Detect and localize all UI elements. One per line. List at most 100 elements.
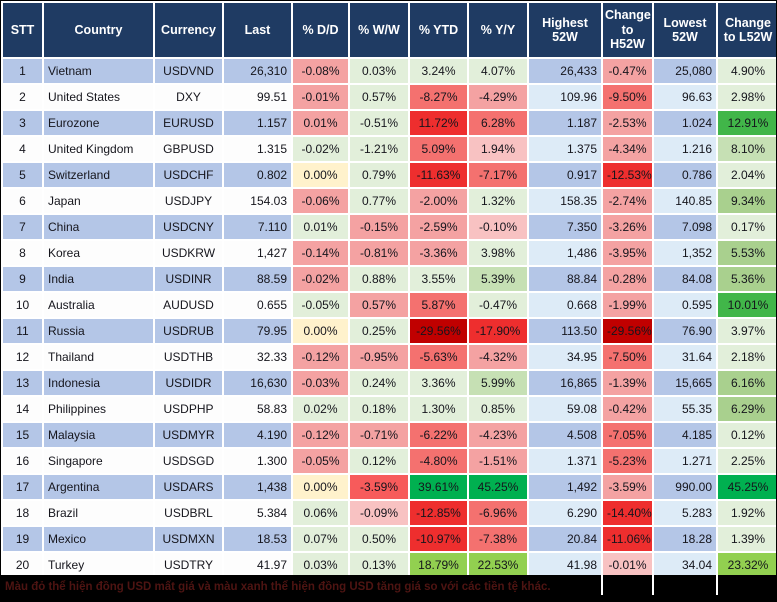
cell-ytd: 11.72% [408, 109, 469, 137]
cell-l52c: 6.16% [716, 369, 776, 397]
cell-country: Malaysia [42, 421, 155, 449]
col-header-last: Last [222, 1, 293, 59]
cell-currency: USDINR [153, 265, 224, 293]
cell-currency: AUDUSD [153, 291, 224, 319]
cell-l52: 18.28 [652, 525, 718, 553]
cell-h52: 0.668 [527, 291, 603, 319]
cell-l52: 140.85 [652, 187, 718, 215]
cell-l52c: 45.25% [716, 473, 776, 501]
cell-ww: -0.71% [348, 421, 410, 449]
cell-currency: USDBRL [153, 499, 224, 527]
cell-stt: 14 [1, 395, 44, 423]
cell-stt: 7 [1, 213, 44, 241]
cell-l52c: 8.10% [716, 135, 776, 163]
cell-yy: 45.25% [467, 473, 529, 501]
fx-row-usdsgd: 16 Singapore USDSGD 1.300 -0.05% 0.12% -4.80% -… [1, 447, 776, 475]
cell-dd: -0.03% [291, 369, 350, 397]
cell-dd: 0.01% [291, 109, 350, 137]
cell-stt: 13 [1, 369, 44, 397]
cell-h52c: -7.50% [601, 343, 654, 371]
cell-dd: 0.07% [291, 525, 350, 553]
cell-h52c: -3.95% [601, 239, 654, 267]
fx-row-usdbrl: 18 Brazil USDBRL 5.384 0.06% -0.09% -12.85% -6.… [1, 499, 776, 527]
footer-column-separator [652, 575, 654, 595]
cell-country: India [42, 265, 155, 293]
fx-row-audusd: 10 Australia AUDUSD 0.655 -0.05% 0.57% 5.87% -0… [1, 291, 776, 319]
fx-table-header: STT Country Currency Last% D/D% W/W% YTD% Y… [1, 1, 776, 59]
cell-last: 154.03 [222, 187, 293, 215]
col-header-ww: % W/W [348, 1, 410, 59]
cell-dd: -0.12% [291, 421, 350, 449]
cell-l52c: 2.98% [716, 83, 776, 111]
cell-stt: 5 [1, 161, 44, 189]
cell-h52: 4.508 [527, 421, 603, 449]
cell-h52c: -12.53% [601, 161, 654, 189]
cell-h52: 88.84 [527, 265, 603, 293]
cell-l52c: 1.39% [716, 525, 776, 553]
fx-row-usdthb: 12 Thailand USDTHB 32.33 -0.12% -0.95% -5.63% -… [1, 343, 776, 371]
cell-currency: USDSGD [153, 447, 224, 475]
fx-row-usdrub: 11 Russia USDRUB 79.95 0.00% 0.25% -29.56% -17.… [1, 317, 776, 345]
cell-l52c: 2.04% [716, 161, 776, 189]
col-header-ytd: % YTD [408, 1, 469, 59]
cell-l52c: 5.53% [716, 239, 776, 267]
cell-yy: 1.32% [467, 187, 529, 215]
cell-country: Russia [42, 317, 155, 345]
cell-last: 4.190 [222, 421, 293, 449]
cell-h52c: -4.34% [601, 135, 654, 163]
cell-h52c: -1.39% [601, 369, 654, 397]
cell-ytd: 5.09% [408, 135, 469, 163]
cell-h52c: -1.99% [601, 291, 654, 319]
cell-h52: 158.35 [527, 187, 603, 215]
cell-ww: 0.12% [348, 447, 410, 475]
cell-ytd: -3.36% [408, 239, 469, 267]
cell-dd: -0.02% [291, 265, 350, 293]
cell-h52: 16,865 [527, 369, 603, 397]
cell-country: Philippines [42, 395, 155, 423]
cell-h52: 26,433 [527, 57, 603, 85]
cell-l52: 4.185 [652, 421, 718, 449]
col-header-yy: % Y/Y [467, 1, 529, 59]
fx-row-usdvnd: 1 Vietnam USDVND 26,310 -0.08% 0.03% 3.24% 4.07… [1, 57, 776, 85]
cell-stt: 18 [1, 499, 44, 527]
cell-dd: -0.02% [291, 135, 350, 163]
cell-l52c: 2.18% [716, 343, 776, 371]
fx-row-gbpusd: 4 United Kingdom GBPUSD 1.315 -0.02% -1.21% 5.… [1, 135, 776, 163]
fx-row-usdmxn: 19 Mexico USDMXN 18.53 0.07% 0.50% -10.97% -7.3… [1, 525, 776, 553]
cell-currency: USDKRW [153, 239, 224, 267]
cell-yy: -6.96% [467, 499, 529, 527]
cell-h52c: -14.40% [601, 499, 654, 527]
cell-dd: -0.05% [291, 447, 350, 475]
cell-ytd: 3.36% [408, 369, 469, 397]
cell-l52c: 3.97% [716, 317, 776, 345]
cell-l52: 0.595 [652, 291, 718, 319]
fx-row-usdjpy: 6 Japan USDJPY 154.03 -0.06% 0.77% -2.00% 1.32%… [1, 187, 776, 215]
cell-dd: 0.00% [291, 473, 350, 501]
cell-yy: -4.32% [467, 343, 529, 371]
cell-last: 41.97 [222, 551, 293, 579]
cell-l52: 1.271 [652, 447, 718, 475]
cell-country: Korea [42, 239, 155, 267]
cell-country: Australia [42, 291, 155, 319]
cell-h52c: -5.23% [601, 447, 654, 475]
cell-ytd: 39.61% [408, 473, 469, 501]
fx-row-usdinr: 9 India USDINR 88.59 -0.02% 0.88% 3.55% 5.39% 88… [1, 265, 776, 293]
cell-currency: USDCHF [153, 161, 224, 189]
footer-column-separator [601, 575, 603, 595]
cell-dd: -0.14% [291, 239, 350, 267]
cell-l52c: 10.01% [716, 291, 776, 319]
cell-dd: 0.06% [291, 499, 350, 527]
cell-dd: -0.05% [291, 291, 350, 319]
cell-ww: -0.51% [348, 109, 410, 137]
cell-l52: 1,352 [652, 239, 718, 267]
cell-ww: 0.03% [348, 57, 410, 85]
cell-yy: 3.98% [467, 239, 529, 267]
fx-row-dxy: 2 United States DXY 99.51 -0.01% 0.57% -8.27% -… [1, 83, 776, 111]
cell-l52c: 23.32% [716, 551, 776, 579]
col-header-l52c: Change to L52W [716, 1, 776, 59]
cell-l52c: 5.36% [716, 265, 776, 293]
cell-ytd: -2.59% [408, 213, 469, 241]
cell-h52: 34.95 [527, 343, 603, 371]
cell-ww: 0.18% [348, 395, 410, 423]
cell-country: Switzerland [42, 161, 155, 189]
